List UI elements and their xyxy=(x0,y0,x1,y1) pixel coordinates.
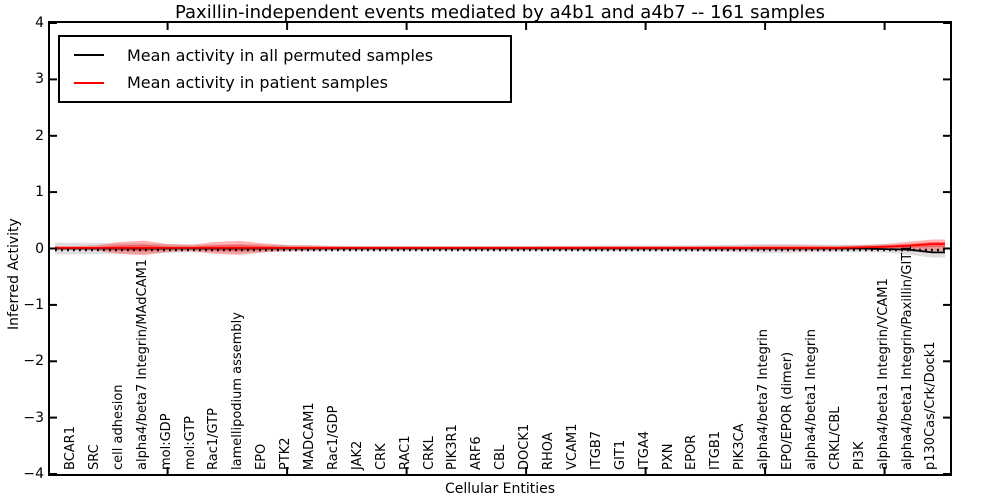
x-tick-label: EPOR xyxy=(684,434,699,470)
y-tick-label: −4 xyxy=(23,466,44,482)
x-tick-label: VCAM1 xyxy=(565,423,580,470)
patient-line-swatch xyxy=(74,81,104,84)
x-tick-label: lamellipodium assembly xyxy=(230,312,245,470)
x-tick-label: CRK xyxy=(374,443,389,470)
x-tick-label: ITGB1 xyxy=(708,430,723,470)
legend: Mean activity in all permuted samples Me… xyxy=(58,35,512,103)
x-tick-label: alpha4/beta7 Integrin/MAdCAM1 xyxy=(135,259,150,470)
x-tick-label: PXN xyxy=(661,443,676,470)
x-tick-label: RHOA xyxy=(541,432,556,470)
y-tick-label: −3 xyxy=(23,410,44,426)
patient-mean-line xyxy=(55,243,945,249)
x-tick-label: CBL xyxy=(493,444,508,470)
x-tick-label: mol:GTP xyxy=(183,416,198,470)
x-tick-label: CRKL/CBL xyxy=(828,406,843,471)
legend-label: Mean activity in patient samples xyxy=(127,73,388,93)
x-tick-label: DOCK1 xyxy=(517,423,532,470)
legend-label: Mean activity in all permuted samples xyxy=(127,45,434,65)
x-tick-label: GIT1 xyxy=(613,439,628,470)
y-tick-label: −2 xyxy=(23,353,44,369)
x-tick-label: p130Cas/Crk/Dock1 xyxy=(923,341,938,470)
y-tick-label: 2 xyxy=(35,128,44,144)
y-tick-label: 1 xyxy=(35,184,44,200)
x-tick-label: CRKL xyxy=(422,436,437,470)
x-tick-label: BCAR1 xyxy=(63,426,78,470)
x-tick-label: ITGB7 xyxy=(589,430,604,470)
x-tick-label: PI3K xyxy=(852,441,867,470)
x-tick-label: cell adhesion xyxy=(111,384,126,470)
x-tick-label: PIK3R1 xyxy=(445,424,460,470)
x-tick-label: alpha4/beta1 Integrin xyxy=(804,328,819,470)
x-axis-label: Cellular Entities xyxy=(444,481,556,497)
legend-item-patient: Mean activity in patient samples xyxy=(60,73,510,92)
x-tick-label: EPO xyxy=(254,443,269,470)
x-tick-label: SRC xyxy=(87,444,102,470)
x-tick-label: PIK3CA xyxy=(732,423,747,470)
x-tick-label: alpha4/beta1 Integrin/Paxillin/GIT1 xyxy=(900,244,915,470)
x-tick-label: ARF6 xyxy=(469,436,484,470)
x-tick-label: EPO/EPOR (dimer) xyxy=(780,351,795,470)
permuted-line-swatch xyxy=(74,54,104,57)
x-tick-label: JAK2 xyxy=(350,440,365,470)
x-tick-label: Rac1/GDP xyxy=(326,405,341,470)
y-tick-label: −1 xyxy=(23,297,44,313)
x-tick-label: Rac1/GTP xyxy=(206,408,221,470)
x-tick-label: RAC1 xyxy=(398,435,413,470)
chart-title: Paxillin-independent events mediated by … xyxy=(174,2,825,23)
y-tick-label: 0 xyxy=(35,241,44,257)
x-tick-label: MADCAM1 xyxy=(302,402,317,470)
y-tick-label: 3 xyxy=(35,71,44,87)
legend-item-permuted: Mean activity in all permuted samples xyxy=(60,46,510,65)
x-tick-label: alpha4/beta1 Integrin/VCAM1 xyxy=(876,278,891,470)
x-tick-label: PTK2 xyxy=(278,437,293,470)
x-tick-label: mol:GDP xyxy=(159,413,174,470)
y-tick-label: 4 xyxy=(35,15,44,31)
x-tick-label: alpha4/beta7 Integrin xyxy=(756,328,771,470)
x-tick-label: ITGA4 xyxy=(637,430,652,470)
chart-canvas xyxy=(50,23,950,474)
